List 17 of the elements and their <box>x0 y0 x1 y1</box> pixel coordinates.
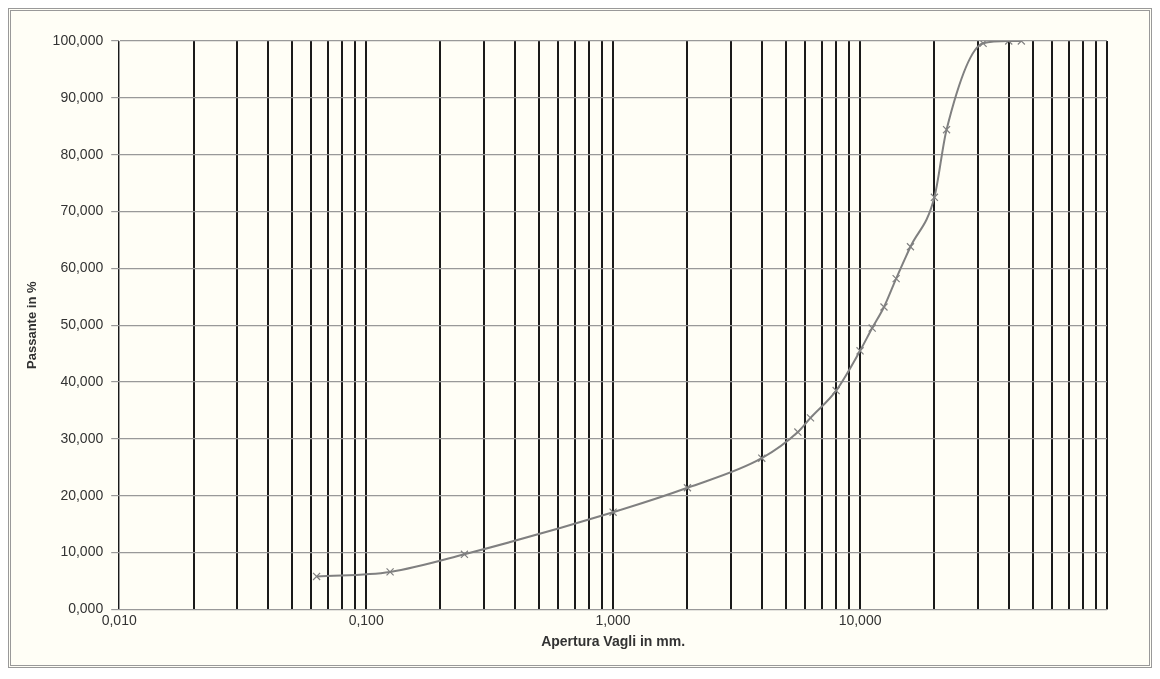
y-tick-label: 50,000 <box>60 316 104 333</box>
y-tick-label: 10,000 <box>60 543 104 560</box>
y-tick-label: 90,000 <box>60 88 104 105</box>
y-tick-label: 0,000 <box>68 600 104 617</box>
y-tick-label: 60,000 <box>60 259 104 276</box>
y-tick-label: 70,000 <box>60 202 104 219</box>
y-tick-label: 100,000 <box>52 31 104 48</box>
x-tick-label: 10,000 <box>838 611 882 628</box>
y-tick-label: 40,000 <box>60 372 104 389</box>
x-tick-label: 0,100 <box>348 611 384 628</box>
y-tick-label: 20,000 <box>60 486 104 503</box>
y-tick-label: 80,000 <box>60 145 104 162</box>
x-tick-label: 0,010 <box>101 611 137 628</box>
x-tick-label: 1,000 <box>595 611 631 628</box>
x-axis-title: Apertura Vagli in mm. <box>541 633 686 650</box>
y-axis-title: Passante in % <box>24 281 40 369</box>
y-tick-label: 30,000 <box>60 429 104 446</box>
